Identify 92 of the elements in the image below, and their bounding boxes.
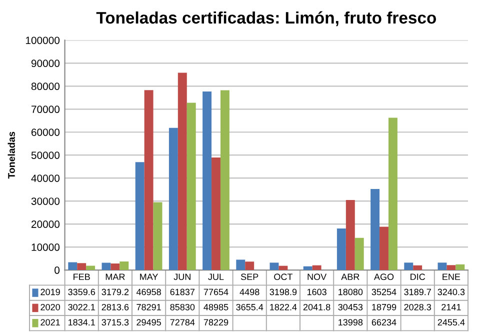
data-label: 13998 xyxy=(338,319,363,326)
bar xyxy=(312,265,322,270)
x-tick-label: FEB xyxy=(74,274,90,280)
bar xyxy=(370,188,380,270)
x-tick-label: NOV xyxy=(308,274,327,280)
bar xyxy=(110,264,120,270)
bar xyxy=(178,72,187,270)
bar xyxy=(413,265,422,270)
bar xyxy=(153,202,162,270)
bar xyxy=(404,262,414,270)
data-label: 3655.4 xyxy=(236,304,264,310)
legend-label: 2019 xyxy=(40,288,60,296)
x-tick-label: DIC xyxy=(410,274,426,280)
data-label: 3198.9 xyxy=(270,288,297,296)
bar xyxy=(135,162,144,270)
data-label: 3189.7 xyxy=(404,288,431,296)
bar xyxy=(120,261,129,270)
data-label: 2141 xyxy=(442,304,461,310)
data-label: 1603 xyxy=(307,288,326,296)
x-tick-label: ABR xyxy=(341,274,360,280)
y-tick-label: 0 xyxy=(54,266,60,274)
bar xyxy=(102,262,111,270)
bar xyxy=(86,266,96,270)
legend-label: 2021 xyxy=(40,319,60,326)
data-label: 1834.1 xyxy=(68,319,95,326)
data-label: 72784 xyxy=(170,319,195,326)
y-tick-label: 40000 xyxy=(31,174,60,182)
x-tick-label: ENE xyxy=(442,274,460,280)
y-tick-label: 20000 xyxy=(32,220,60,228)
bar xyxy=(245,262,254,270)
y-tick-label: 100000 xyxy=(26,36,60,44)
bar xyxy=(168,128,178,270)
data-label: 3179.2 xyxy=(102,288,129,296)
chart-title: Toneladas certificadas: Limón, fruto fresco xyxy=(96,11,436,26)
bar xyxy=(446,265,456,270)
data-label: 3715.3 xyxy=(102,319,129,326)
data-label: 18080 xyxy=(338,288,363,296)
legend-label: 2020 xyxy=(40,304,60,310)
data-label: 2813.6 xyxy=(102,304,129,310)
data-label: 29495 xyxy=(136,319,161,326)
bar xyxy=(346,200,355,270)
data-label: 1822.4 xyxy=(270,304,297,310)
bar xyxy=(202,92,212,270)
data-label: 61837 xyxy=(170,288,194,296)
data-label: 77654 xyxy=(204,288,228,296)
data-label: 30453 xyxy=(338,304,363,310)
data-label: 35254 xyxy=(372,288,396,296)
data-label: 48985 xyxy=(204,304,228,310)
bar xyxy=(303,266,312,270)
y-tick-label: 30000 xyxy=(31,198,60,205)
bar xyxy=(212,157,220,270)
x-tick-label: MAR xyxy=(106,274,125,280)
bar xyxy=(380,226,388,270)
data-label: 66234 xyxy=(372,319,396,326)
data-label: 3240.3 xyxy=(438,288,465,296)
x-tick-label: OCT xyxy=(274,274,293,280)
bar xyxy=(270,262,279,270)
y-tick-label: 90000 xyxy=(31,60,60,68)
data-label: 2041.8 xyxy=(303,304,330,310)
y-tick-label: 80000 xyxy=(31,82,60,90)
data-label: 3022.1 xyxy=(68,304,95,310)
data-label: 18799 xyxy=(372,304,396,310)
data-label: 4498 xyxy=(240,288,260,296)
x-tick-label: JUN xyxy=(174,274,190,280)
bar xyxy=(220,90,230,270)
bar xyxy=(77,263,86,270)
data-label: 85830 xyxy=(170,304,195,310)
x-tick-label: SEP xyxy=(240,274,258,280)
bar xyxy=(144,90,154,270)
data-label: 2028.3 xyxy=(404,304,432,310)
y-tick-label: 50000 xyxy=(31,152,60,159)
data-label: 2455.4 xyxy=(438,319,465,326)
y-axis-title: Toneladas xyxy=(8,132,15,179)
bar xyxy=(336,228,346,270)
bar xyxy=(186,102,196,270)
bar xyxy=(236,260,246,270)
bar xyxy=(438,262,447,270)
x-tick-label: MAY xyxy=(140,274,158,280)
y-tick-label: 10000 xyxy=(32,244,60,251)
y-tick-label: 70000 xyxy=(32,106,60,114)
y-tick-label: 60000 xyxy=(32,128,60,136)
data-label: 78291 xyxy=(136,304,161,310)
bar xyxy=(456,264,465,270)
bar xyxy=(278,266,288,270)
x-tick-label: JUL xyxy=(208,274,224,280)
bar xyxy=(68,262,78,270)
data-label: 78229 xyxy=(204,319,228,326)
bar xyxy=(388,118,398,270)
data-label: 46958 xyxy=(136,288,161,296)
x-tick-label: AGO xyxy=(374,274,394,280)
data-label: 3359.6 xyxy=(68,288,96,296)
bar xyxy=(354,238,364,270)
